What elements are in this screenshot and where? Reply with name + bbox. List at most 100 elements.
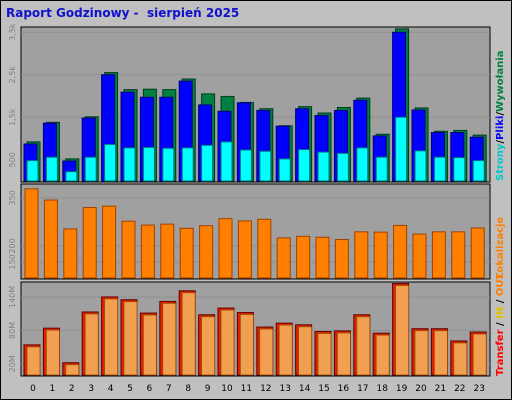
x-tick-label: 7 bbox=[166, 384, 172, 394]
bar-lokalizacje-9 bbox=[199, 225, 214, 279]
bar-lokalizacje-4 bbox=[102, 205, 117, 279]
bar-strony-23 bbox=[472, 160, 485, 182]
legend-transfer: Transfer / IN / OUT bbox=[495, 272, 506, 376]
bar-lokalizacje-18 bbox=[373, 231, 388, 279]
x-tick-label: 22 bbox=[454, 384, 465, 394]
bar-strony-22 bbox=[453, 157, 466, 182]
bar-strony-2 bbox=[65, 171, 78, 182]
bar-lokalizacje-6 bbox=[140, 224, 155, 279]
bar-strony-0 bbox=[26, 160, 39, 182]
x-tick-label: 20 bbox=[415, 384, 427, 394]
bar-lokalizacje-21 bbox=[431, 231, 446, 279]
bar-lokalizacje-20 bbox=[412, 233, 427, 279]
bar-strony-17 bbox=[356, 147, 369, 182]
y-tick-label: 80M bbox=[8, 322, 17, 339]
bar-transfer-out-11 bbox=[239, 314, 254, 376]
bar-lokalizacje-7 bbox=[160, 223, 175, 279]
x-tick-label: 23 bbox=[473, 384, 484, 394]
y-tick-label: 350 bbox=[8, 190, 17, 205]
y-tick-label: 20M bbox=[8, 355, 17, 372]
bar-transfer-out-17 bbox=[356, 316, 371, 376]
x-tick-label: 14 bbox=[299, 384, 311, 394]
bar-transfer-out-6 bbox=[142, 314, 157, 376]
bar-lokalizacje-14 bbox=[296, 235, 311, 279]
bar-strony-12 bbox=[259, 150, 272, 182]
bar-strony-5 bbox=[123, 147, 136, 182]
x-tick-label: 11 bbox=[241, 384, 252, 394]
y-tick-label: 2,5k bbox=[8, 66, 17, 84]
y-tick-label: 3,5k bbox=[8, 23, 17, 41]
legend-wywolania: Wywołania bbox=[495, 51, 506, 112]
x-tick-label: 15 bbox=[318, 384, 329, 394]
bar-lokalizacje-19 bbox=[393, 224, 408, 279]
bar-transfer-out-3 bbox=[84, 313, 99, 376]
panel-sites-background bbox=[20, 183, 491, 280]
bars bbox=[23, 28, 487, 376]
legend-lokalizacje: Lokalizacje bbox=[495, 217, 506, 279]
bar-strony-18 bbox=[375, 156, 388, 182]
page-title: Raport Godzinowy - sierpień 2025 bbox=[6, 6, 240, 20]
bar-lokalizacje-3 bbox=[82, 206, 97, 279]
bar-lokalizacje-0 bbox=[24, 188, 39, 279]
bar-lokalizacje-12 bbox=[257, 218, 272, 279]
y-tick-label: 500 bbox=[8, 152, 17, 167]
bar-lokalizacje-10 bbox=[218, 218, 233, 279]
bar-strony-21 bbox=[433, 156, 446, 182]
bar-transfer-out-9 bbox=[201, 316, 216, 376]
bar-strony-6 bbox=[142, 146, 155, 182]
y-tick-label: 140M bbox=[8, 286, 17, 308]
y-tick-label: 200 bbox=[8, 238, 17, 253]
bar-transfer-out-19 bbox=[395, 285, 410, 376]
bar-strony-16 bbox=[336, 152, 349, 182]
bar-transfer-out-23 bbox=[472, 333, 487, 376]
bar-lokalizacje-5 bbox=[121, 220, 136, 279]
x-tick-label: 4 bbox=[108, 384, 114, 394]
bar-strony-10 bbox=[220, 141, 233, 182]
legend-pliki: Pliki bbox=[495, 116, 506, 140]
bar-strony-14 bbox=[298, 149, 311, 182]
bar-transfer-out-12 bbox=[259, 328, 274, 376]
bar-transfer-out-20 bbox=[414, 330, 429, 376]
bar-strony-7 bbox=[162, 147, 175, 182]
x-tick-label: 2 bbox=[69, 384, 75, 394]
bar-strony-19 bbox=[395, 116, 408, 182]
x-tick-label: 1 bbox=[50, 384, 56, 394]
bar-lokalizacje-22 bbox=[451, 231, 466, 279]
x-tick-label: 6 bbox=[147, 384, 153, 394]
bar-transfer-out-13 bbox=[278, 324, 293, 376]
bar-transfer-out-4 bbox=[104, 298, 118, 376]
bar-strony-15 bbox=[317, 151, 330, 182]
x-tick-label: 16 bbox=[338, 384, 350, 394]
bar-strony-4 bbox=[104, 143, 117, 182]
x-tick-label: 9 bbox=[205, 384, 211, 394]
legend-out: OUT bbox=[495, 272, 506, 296]
bar-transfer-out-7 bbox=[162, 302, 177, 376]
bar-lokalizacje-8 bbox=[179, 227, 194, 279]
bar-lokalizacje-16 bbox=[334, 239, 349, 279]
x-tick-label: 3 bbox=[88, 384, 94, 394]
x-tick-label: 10 bbox=[221, 384, 233, 394]
bar-lokalizacje-17 bbox=[354, 231, 369, 279]
bar-strony-8 bbox=[181, 147, 194, 182]
bar-lokalizacje-2 bbox=[63, 228, 78, 279]
legend-strony: Strony bbox=[495, 143, 506, 181]
bar-strony-11 bbox=[239, 149, 252, 182]
bar-transfer-out-0 bbox=[26, 346, 41, 376]
bar-transfer-out-21 bbox=[433, 330, 448, 376]
bar-strony-9 bbox=[201, 144, 214, 182]
bar-transfer-out-10 bbox=[220, 309, 235, 376]
x-tick-label: 5 bbox=[127, 384, 133, 394]
x-tick-label: 17 bbox=[357, 384, 368, 394]
legend-in: IN bbox=[495, 307, 506, 319]
x-tick-label: 19 bbox=[396, 384, 408, 394]
bar-strony-20 bbox=[414, 150, 427, 182]
bar-transfer-out-2 bbox=[65, 364, 80, 376]
bar-transfer-out-8 bbox=[181, 292, 196, 376]
bar-lokalizacje-1 bbox=[43, 199, 58, 279]
x-tick-label: 0 bbox=[30, 384, 36, 394]
legend-sites: Lokalizacje bbox=[495, 217, 506, 279]
bar-transfer-out-1 bbox=[46, 329, 60, 376]
bar-lokalizacje-11 bbox=[237, 220, 252, 279]
bar-transfer-out-15 bbox=[317, 333, 332, 376]
